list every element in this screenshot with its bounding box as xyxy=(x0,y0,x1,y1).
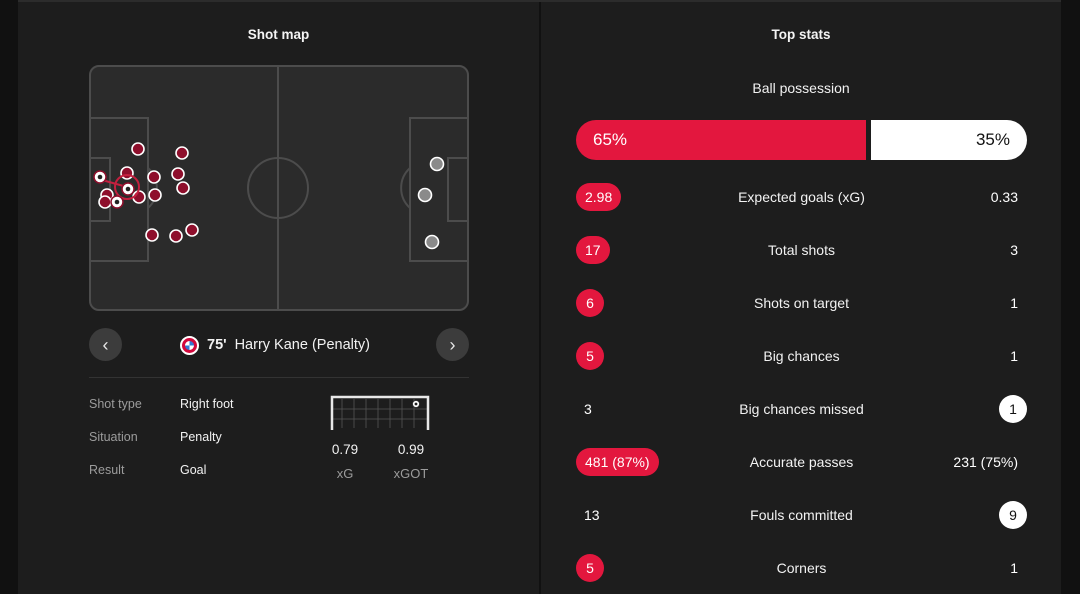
stat-name: Accurate passes xyxy=(749,454,854,470)
stat-row: Shots on target 6 1 xyxy=(576,289,1027,317)
goal-ball-icon xyxy=(114,199,120,205)
shot-marker[interactable] xyxy=(176,181,190,195)
stat-home-value: 5 xyxy=(576,554,604,582)
stat-home-value: 13 xyxy=(584,507,600,523)
stat-row: Expected goals (xG) 2.98 0.33 xyxy=(576,183,1027,211)
stat-row: Total shots 17 3 xyxy=(576,236,1027,264)
stat-name: Total shots xyxy=(768,242,835,258)
stat-home-value: 3 xyxy=(584,401,592,417)
selected-shot-label: 75' Harry Kane (Penalty) xyxy=(180,333,370,357)
stat-home-value: 2.98 xyxy=(576,183,622,211)
stat-away-value: 9 xyxy=(999,501,1027,529)
possession-home: 65% xyxy=(576,120,866,160)
shot-marker[interactable] xyxy=(424,234,440,250)
shot-marker[interactable] xyxy=(429,156,445,172)
shot-type-value: Right foot xyxy=(180,397,234,411)
stat-away-value: 3 xyxy=(1010,242,1018,258)
chevron-left-icon: ‹ xyxy=(102,334,109,355)
pitch xyxy=(89,65,469,311)
selected-shot-ring xyxy=(114,174,140,200)
shot-marker[interactable] xyxy=(147,170,161,184)
situation-value: Penalty xyxy=(180,430,222,444)
shot-marker[interactable] xyxy=(175,146,189,160)
previous-shot-button[interactable]: ‹ xyxy=(89,328,122,361)
divider xyxy=(89,377,469,378)
shot-marker[interactable] xyxy=(171,167,185,181)
result-value: Goal xyxy=(180,463,207,477)
next-shot-button[interactable]: › xyxy=(436,328,469,361)
center-circle xyxy=(247,157,309,219)
stat-home-value: 481 (87%) xyxy=(576,448,659,476)
goal-posts xyxy=(330,395,430,430)
stat-away-value: 1 xyxy=(1010,348,1018,364)
right-goal-area xyxy=(447,157,469,222)
stat-name: Expected goals (xG) xyxy=(738,189,865,205)
panel-divider xyxy=(539,2,541,594)
xg-label: xG xyxy=(336,466,354,481)
xg-value: 0.79 xyxy=(331,442,359,457)
shot-map-panel: Shot map xyxy=(18,2,539,594)
stat-name: Big chances missed xyxy=(739,401,864,417)
shot-marker[interactable] xyxy=(417,187,433,203)
shot-type-label: Shot type xyxy=(89,397,142,411)
stat-row: Big chances 5 1 xyxy=(576,342,1027,370)
shot-marker[interactable] xyxy=(169,229,183,243)
team-logo-icon xyxy=(180,335,199,355)
home-shots xyxy=(98,142,199,243)
stat-away-value: 1 xyxy=(1010,560,1018,576)
stat-name: Big chances xyxy=(763,348,840,364)
shot-marker[interactable] xyxy=(145,228,159,242)
stat-name: Corners xyxy=(776,560,827,576)
stat-away-value: 1 xyxy=(999,395,1027,423)
shot-marker[interactable] xyxy=(131,142,145,156)
possession-away: 35% xyxy=(871,120,1027,160)
stat-name: Shots on target xyxy=(754,295,849,311)
stat-home-value: 6 xyxy=(576,289,604,317)
top-border xyxy=(18,0,1061,2)
shot-minute: 75' xyxy=(207,337,227,353)
possession-label: Ball possession xyxy=(752,80,850,96)
stat-away-value: 1 xyxy=(1010,295,1018,311)
away-shots xyxy=(417,156,445,250)
possession-bar: 65% 35% xyxy=(576,120,1027,160)
chevron-right-icon: › xyxy=(449,334,456,355)
situation-label: Situation xyxy=(89,430,138,444)
stat-away-value: 231 (75%) xyxy=(953,454,1018,470)
stat-home-value: 17 xyxy=(576,236,610,264)
stat-name: Fouls committed xyxy=(750,507,853,523)
shot-map-title: Shot map xyxy=(247,27,310,42)
goal-ball-icon xyxy=(97,174,103,180)
top-stats-panel: Top stats Ball possession 65% 35% Expect… xyxy=(541,2,1061,594)
stat-home-value: 5 xyxy=(576,342,604,370)
stat-row: Big chances missed 3 1 xyxy=(576,395,1027,423)
xgot-label: xGOT xyxy=(393,466,429,481)
goal-frame-diagram xyxy=(330,395,430,430)
right-penalty-arc xyxy=(400,167,411,209)
shot-marker[interactable] xyxy=(98,195,112,209)
stat-row: Fouls committed 13 9 xyxy=(576,501,1027,529)
shot-marker[interactable] xyxy=(120,166,134,180)
stat-away-value: 0.33 xyxy=(990,189,1018,205)
home-goals xyxy=(93,170,140,209)
xgot-value: 0.99 xyxy=(397,442,425,457)
goal-ball-icon xyxy=(125,186,131,192)
stat-row: Accurate passes 481 (87%) 231 (75%) xyxy=(576,448,1027,476)
top-stats-title: Top stats xyxy=(771,27,831,42)
stat-row: Corners 5 1 xyxy=(576,554,1027,582)
shot-marker[interactable] xyxy=(148,188,162,202)
result-label: Result xyxy=(89,463,125,477)
shot-marker[interactable] xyxy=(185,223,199,237)
shot-player: Harry Kane (Penalty) xyxy=(234,337,370,353)
